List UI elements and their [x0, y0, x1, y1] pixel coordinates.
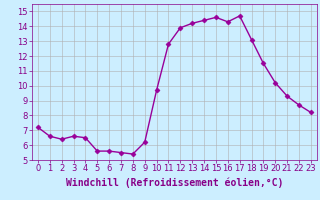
X-axis label: Windchill (Refroidissement éolien,°C): Windchill (Refroidissement éolien,°C) — [66, 177, 283, 188]
